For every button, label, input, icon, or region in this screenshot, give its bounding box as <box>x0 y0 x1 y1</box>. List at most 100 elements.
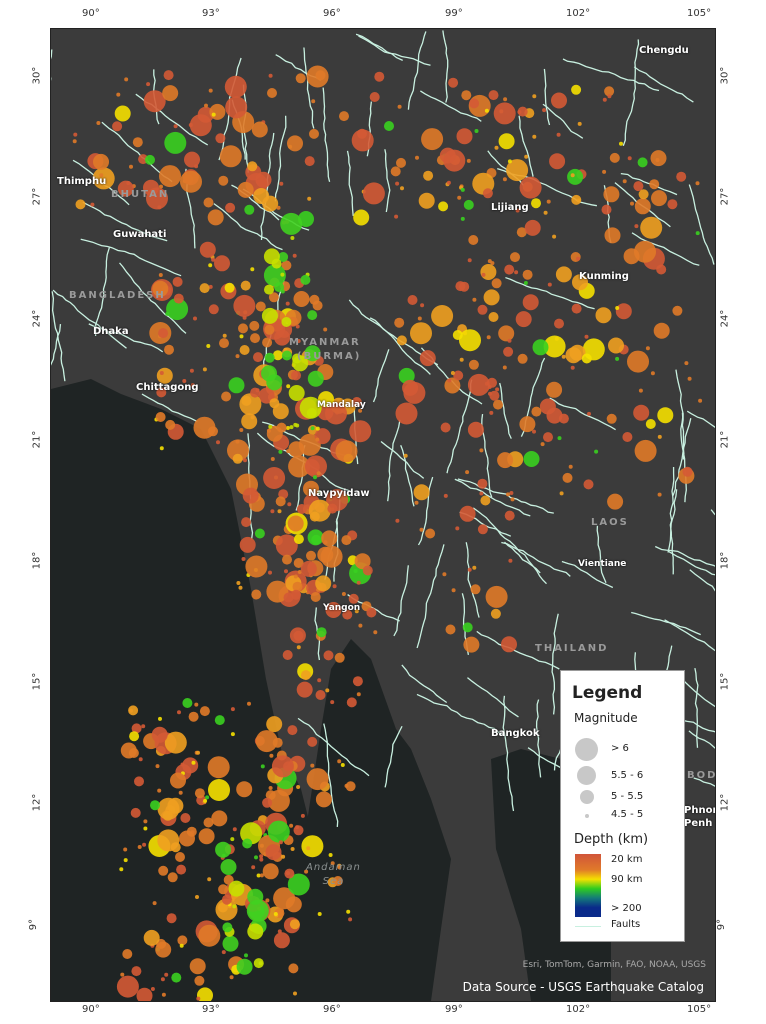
earthquake-point <box>653 322 670 339</box>
earthquake-point <box>532 339 549 356</box>
place-chittagong: Chittagong <box>136 382 199 393</box>
fault-line <box>401 664 448 704</box>
country-burma: (BURMA) <box>297 351 362 362</box>
earthquake-point <box>182 379 187 383</box>
earthquake-point <box>165 419 176 430</box>
earthquake-point <box>455 526 460 531</box>
country-bhutan: BHUTAN <box>111 189 170 200</box>
earthquake-point <box>522 269 533 280</box>
fault-line <box>88 323 164 353</box>
earthquake-point <box>273 932 290 949</box>
earthquake-point <box>262 797 273 808</box>
earthquake-point <box>163 70 174 81</box>
earthquake-point <box>215 841 232 858</box>
earthquake-point <box>459 505 476 522</box>
earthquake-point <box>228 880 245 897</box>
place-phnom-penh: Phnom Penh <box>684 805 715 829</box>
earthquake-point <box>477 524 488 535</box>
earthquake-point <box>417 316 422 321</box>
earthquake-point <box>197 987 213 1001</box>
earthquake-point <box>189 114 212 137</box>
earthquake-point <box>217 902 228 913</box>
earthquake-point <box>503 97 508 102</box>
earthquake-point <box>93 153 109 170</box>
earthquake-point <box>514 270 519 275</box>
earthquake-point <box>650 371 655 376</box>
earthquake-point <box>250 267 255 272</box>
earthquake-point <box>157 788 162 793</box>
earthquake-point <box>112 121 123 132</box>
earthquake-point <box>289 425 294 430</box>
earthquake-point <box>460 187 465 192</box>
earthquake-point <box>460 216 465 221</box>
place-chengdu: Chengdu <box>639 45 689 56</box>
earthquake-point <box>567 168 584 185</box>
magnitude-label: 5.5 - 6 <box>611 770 644 781</box>
fault-line <box>664 619 715 652</box>
earthquake-point <box>132 137 143 148</box>
earthquake-point <box>307 370 324 387</box>
earthquake-point <box>356 580 361 585</box>
earthquake-point <box>594 449 599 454</box>
earthquake-point <box>425 528 436 539</box>
latitude-tick: 27° <box>31 187 43 206</box>
legend-title: Legend <box>572 683 643 703</box>
earthquake-point <box>152 901 157 906</box>
fault-line <box>295 444 306 511</box>
earthquake-point <box>442 572 447 577</box>
earthquake-point <box>606 413 617 424</box>
earthquake-point <box>341 592 346 596</box>
earthquake-point <box>602 169 607 174</box>
earthquake-point <box>138 757 143 762</box>
earthquake-point <box>155 941 172 958</box>
earthquake-point <box>196 750 200 755</box>
longitude-tick: 90° <box>82 8 100 19</box>
earthquake-point <box>556 132 561 137</box>
earthquake-point <box>271 755 294 778</box>
fault-line <box>596 525 607 584</box>
map-canvas[interactable]: Chengdu Thimphu BHUTAN Guwahati BANGLADE… <box>50 28 716 1002</box>
earthquake-point <box>452 330 463 340</box>
earthquake-point <box>565 347 582 364</box>
earthquake-point <box>245 555 268 578</box>
earthquake-point <box>285 301 290 306</box>
fault-line <box>693 777 715 787</box>
fault-line <box>633 66 694 103</box>
place-vientiane: Vientiane <box>578 559 627 569</box>
fault-symbol <box>575 926 601 927</box>
earthquake-point <box>267 820 290 843</box>
earthquake-point <box>266 425 283 442</box>
earthquake-point <box>351 397 362 407</box>
earthquake-point <box>604 227 621 244</box>
earthquake-point <box>282 650 293 660</box>
attribution: Esri, TomTom, Garmin, FAO, NOAA, USGS <box>522 960 706 970</box>
earthquake-point <box>311 99 316 104</box>
magnitude-label: > 6 <box>611 743 629 754</box>
earthquake-point <box>540 442 545 447</box>
earthquake-point <box>123 858 128 863</box>
earthquake-point <box>296 339 301 343</box>
earthquake-point <box>151 726 168 743</box>
earthquake-point <box>182 757 199 774</box>
depth-label: 20 km <box>611 854 643 865</box>
earthquake-point <box>608 337 624 354</box>
earthquake-point <box>282 554 292 565</box>
earthquake-point <box>224 282 235 293</box>
earthquake-point <box>419 350 436 367</box>
earthquake-point <box>188 711 199 722</box>
earthquake-point <box>619 141 623 146</box>
fault-line <box>680 412 687 503</box>
earthquake-point <box>532 94 537 99</box>
earthquake-point <box>523 281 528 285</box>
earthquake-point <box>488 312 499 322</box>
earthquake-point <box>634 439 657 462</box>
earthquake-point <box>307 196 312 201</box>
earthquake-point <box>256 873 261 878</box>
earthquake-point <box>269 398 280 409</box>
earthquake-point <box>116 975 139 998</box>
place-mandalay: Mandalay <box>317 400 366 410</box>
earthquake-point <box>549 153 566 170</box>
earthquake-point <box>498 325 515 342</box>
earthquake-point <box>342 609 353 620</box>
earthquake-point <box>162 810 173 821</box>
